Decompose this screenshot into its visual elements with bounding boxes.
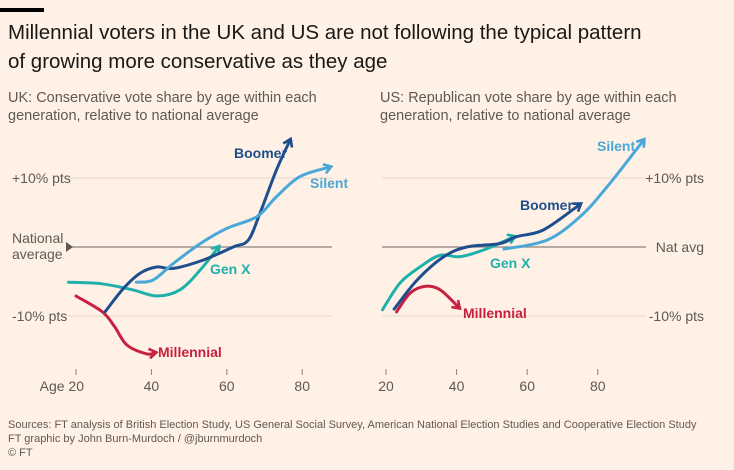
us-series-label-boomer: Boomer <box>520 197 573 213</box>
uk-subtitle-line-1: UK: Conservative vote share by age withi… <box>8 90 317 106</box>
uk-avg-label-line-1: National <box>12 230 63 246</box>
credit-note: FT graphic by John Burn-Murdoch / @jburn… <box>8 433 263 445</box>
uk-subtitle: UK: Conservative vote share by age withi… <box>8 89 338 125</box>
us-x-tick-label: 80 <box>590 378 606 394</box>
uk-series-label-silent: Silent <box>310 175 348 191</box>
us-subtitle: US: Republican vote share by age within … <box>380 89 710 125</box>
uk-series-label-gen-x: Gen X <box>210 261 251 277</box>
footer: Sources: FT analysis of British Election… <box>8 418 696 460</box>
uk-series-gen-x-line <box>66 244 221 298</box>
us-subtitle-line-1: US: Republican vote share by age within … <box>380 90 677 106</box>
sources-note: Sources: FT analysis of British Election… <box>8 419 697 431</box>
uk-average-marker-icon <box>66 242 73 252</box>
us-x-tick-label: 60 <box>519 378 535 394</box>
uk-series-silent-line <box>134 162 334 284</box>
us-y-tick-label: -10% pts <box>649 308 704 324</box>
uk-y-tick-label: +10% pts <box>12 170 71 186</box>
us-subtitle-line-2: generation, relative to national average <box>380 108 631 124</box>
uk-series-millennial-line <box>74 294 159 360</box>
us-x-tick-label: 40 <box>449 378 465 394</box>
uk-x-tick-label: 80 <box>294 378 310 394</box>
us-series-label-gen-x: Gen X <box>490 255 531 271</box>
us-series-label-silent: Silent <box>597 138 635 154</box>
us-series-label-millennial: Millennial <box>463 305 527 321</box>
uk-series-boomer-line <box>103 136 294 314</box>
uk-y-tick-label: -10% pts <box>12 308 67 324</box>
title-line-2: of growing more conservative as they age <box>8 50 388 73</box>
copyright-note: © FT <box>8 447 33 459</box>
uk-x-tick-label: 60 <box>219 378 235 394</box>
us-avg-label: Nat avg <box>656 239 704 255</box>
chart-title: Millennial voters in the UK and US are n… <box>8 18 728 76</box>
uk-x-tick-label: 40 <box>144 378 160 394</box>
us-x-tick-label: 20 <box>378 378 394 394</box>
us-series-millennial-line <box>395 284 462 314</box>
us-y-tick-label: +10% pts <box>645 170 704 186</box>
ft-top-bar <box>0 8 44 12</box>
us-series-gen-x-line <box>380 233 518 312</box>
uk-x-tick-label: Age 20 <box>40 378 85 394</box>
us-series-boomer-line <box>392 202 584 311</box>
uk-series-label-millennial: Millennial <box>158 344 222 360</box>
title-line-1: Millennial voters in the UK and US are n… <box>8 21 642 44</box>
uk-subtitle-line-2: generation, relative to national average <box>8 108 259 124</box>
uk-avg-label-line-2: average <box>12 246 63 262</box>
us-series-silent-line <box>502 137 646 251</box>
uk-series-label-boomer: Boomer <box>234 145 287 161</box>
